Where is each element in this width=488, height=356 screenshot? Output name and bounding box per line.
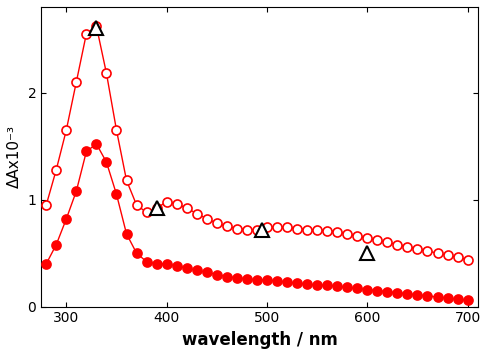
Y-axis label: ΔAx10⁻³: ΔAx10⁻³ bbox=[7, 125, 22, 188]
X-axis label: wavelength / nm: wavelength / nm bbox=[181, 331, 337, 349]
